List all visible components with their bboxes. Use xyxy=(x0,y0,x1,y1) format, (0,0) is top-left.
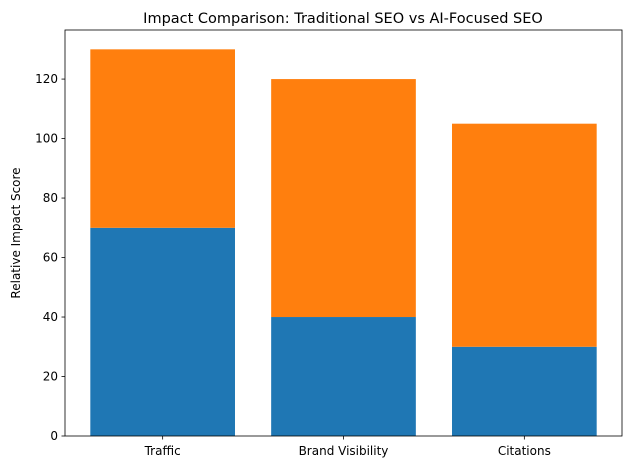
chart-title: Impact Comparison: Traditional SEO vs AI… xyxy=(143,11,543,27)
bar-brand-visibility-series-2 xyxy=(271,79,416,318)
plot-frame xyxy=(64,29,623,437)
bar-traffic-series-1 xyxy=(90,227,235,436)
y-tick-label: 20 xyxy=(43,370,58,384)
y-tick-label: 0 xyxy=(50,429,58,443)
y-tick-label: 40 xyxy=(43,310,58,324)
bar-citations-series-1 xyxy=(452,346,597,436)
y-tick-label: 80 xyxy=(43,191,58,205)
x-tick-label: Citations xyxy=(498,444,551,458)
y-tick-label: 120 xyxy=(35,72,58,86)
x-tick-label: Brand Visibility xyxy=(299,444,389,458)
y-tick-label: 60 xyxy=(43,251,58,265)
y-tick-label: 100 xyxy=(35,132,58,146)
y-axis-label: Relative Impact Score xyxy=(9,167,23,298)
bar-traffic-series-2 xyxy=(90,49,235,228)
bar-brand-visibility-series-1 xyxy=(271,317,416,436)
x-tick-label: Traffic xyxy=(144,444,181,458)
bar-citations-series-2 xyxy=(452,123,597,347)
